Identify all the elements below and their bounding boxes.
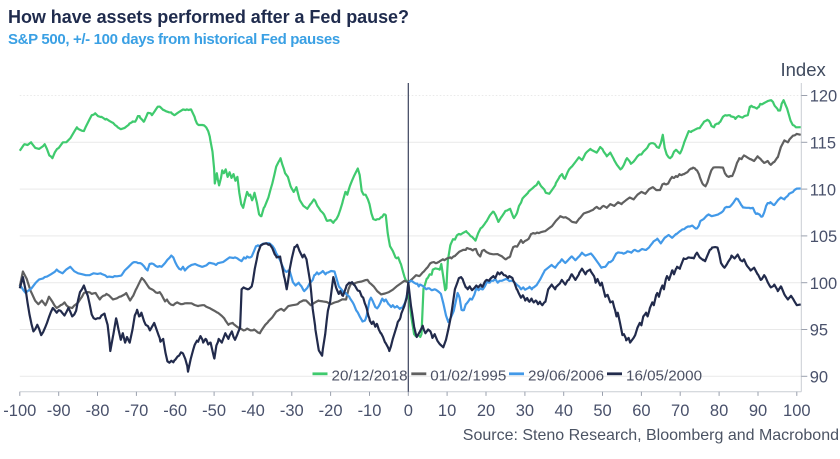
svg-text:-30: -30 (280, 402, 304, 420)
svg-text:29/06/2006: 29/06/2006 (528, 368, 604, 385)
svg-text:-20: -20 (319, 402, 343, 420)
svg-text:16/05/2000: 16/05/2000 (626, 368, 702, 385)
svg-text:10: 10 (438, 402, 456, 420)
svg-text:60: 60 (632, 402, 650, 420)
svg-text:-40: -40 (241, 402, 265, 420)
svg-text:-90: -90 (47, 402, 71, 420)
svg-text:40: 40 (555, 402, 573, 420)
svg-text:20/12/2018: 20/12/2018 (332, 368, 408, 385)
svg-text:-10: -10 (358, 402, 382, 420)
svg-text:105: 105 (810, 228, 838, 246)
svg-text:-60: -60 (163, 402, 187, 420)
svg-text:115: 115 (810, 135, 836, 153)
svg-text:01/02/1995: 01/02/1995 (430, 368, 506, 385)
svg-text:90: 90 (749, 402, 767, 420)
svg-text:90: 90 (810, 369, 828, 387)
svg-text:100: 100 (783, 402, 811, 420)
svg-text:120: 120 (810, 88, 838, 106)
svg-text:95: 95 (810, 322, 828, 340)
svg-text:110: 110 (810, 181, 836, 199)
svg-text:50: 50 (593, 402, 611, 420)
svg-text:100: 100 (810, 275, 838, 293)
svg-text:-70: -70 (124, 402, 148, 420)
svg-text:-100: -100 (3, 402, 36, 420)
svg-text:30: 30 (516, 402, 534, 420)
svg-text:-80: -80 (86, 402, 110, 420)
svg-text:20: 20 (477, 402, 495, 420)
svg-text:70: 70 (671, 402, 689, 420)
svg-text:Index: Index (781, 59, 827, 80)
svg-text:0: 0 (404, 402, 413, 420)
svg-text:-50: -50 (202, 402, 226, 420)
svg-text:80: 80 (710, 402, 728, 420)
